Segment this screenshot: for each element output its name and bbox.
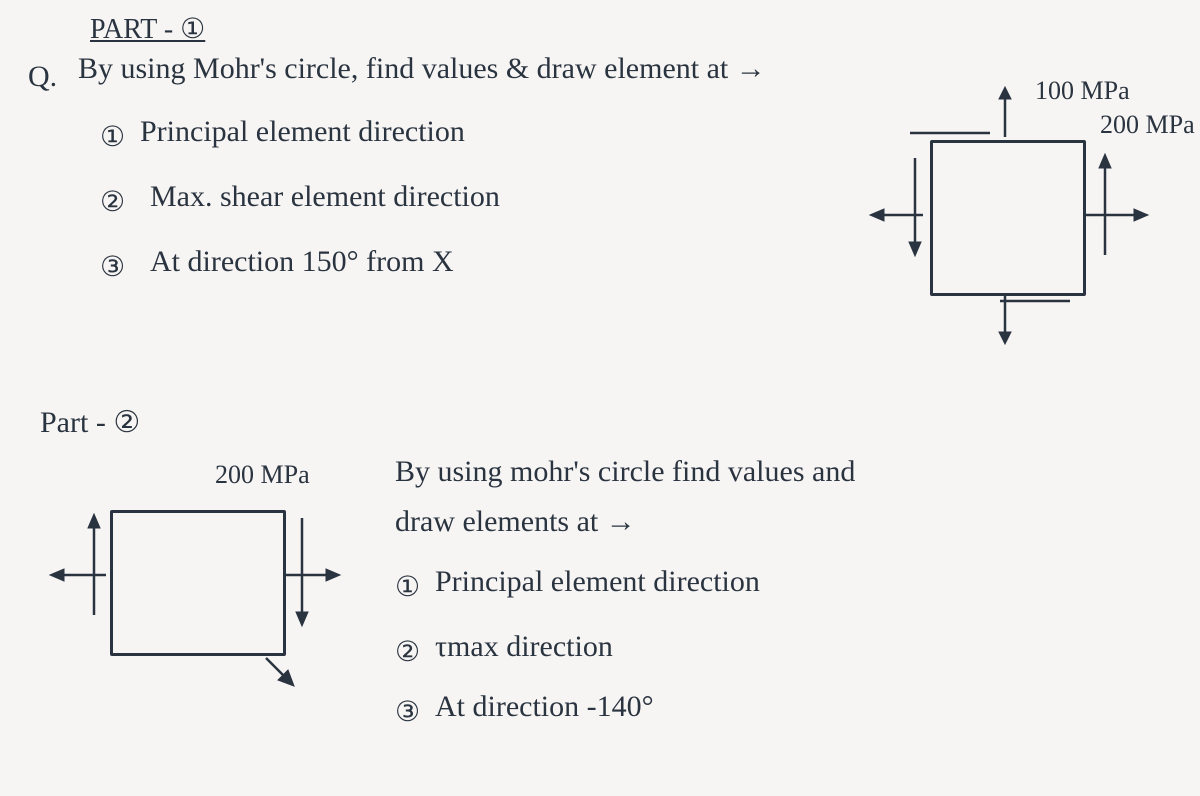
part1-left-edge-shear-arrow [900, 150, 930, 260]
part2-item2: τmax direction [435, 630, 613, 664]
part2-sigma-x-label: 200 MPa [215, 460, 310, 490]
part2-item3: At direction -140° [435, 690, 654, 724]
part1-item1-num: ① [100, 120, 125, 154]
part2-right-edge-down-arrow [288, 510, 316, 630]
part1-item1: Principal element direction [140, 115, 465, 149]
page: PART - ① Q. By using Mohr's circle, find… [0, 0, 1200, 796]
part2-intro2: draw elements at → [395, 505, 636, 539]
part2-heading: Part - ② [40, 405, 140, 440]
part1-sigma-y-top-arrow [985, 85, 1025, 140]
part2-item2-num: ② [395, 635, 420, 669]
part2-item1-num: ① [395, 570, 420, 604]
part1-sigma-y-label: 100 MPa [1035, 76, 1130, 106]
part1-right-edge-shear-arrow [1090, 150, 1120, 260]
part2-bottom-corner-arrow [260, 652, 300, 692]
part1-item2: Max. shear element direction [150, 180, 500, 214]
part1-q-prefix: Q. [28, 60, 57, 94]
part2-intro: By using mohr's circle find values and [395, 455, 855, 489]
part2-item3-num: ③ [395, 695, 420, 729]
part1-intro: By using Mohr's circle, find values & dr… [78, 52, 766, 86]
part1-bottom-surface-line [1000, 298, 1070, 304]
part1-item3-num: ③ [100, 250, 125, 284]
part1-item2-num: ② [100, 185, 125, 219]
part2-item1: Principal element direction [435, 565, 760, 599]
part2-stress-element [110, 510, 286, 656]
part1-item3: At direction 150° from X [150, 245, 454, 279]
part1-stress-element [930, 140, 1086, 296]
part1-heading: PART - ① [90, 12, 205, 46]
part1-sigma-x-label: 200 MPa [1100, 110, 1195, 140]
part2-left-edge-up-arrow [80, 510, 108, 620]
part1-top-surface-line [910, 130, 990, 136]
